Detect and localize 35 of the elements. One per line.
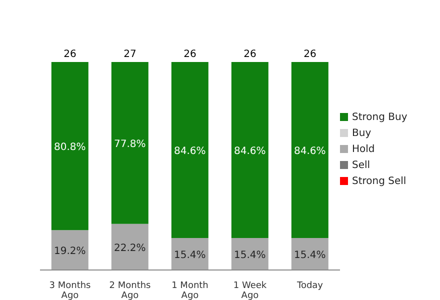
x-tick-label: 3 Months Ago xyxy=(49,281,92,300)
annotation: 26 xyxy=(64,49,76,60)
data-label: 19.2% xyxy=(54,246,86,258)
bar xyxy=(171,62,208,238)
data-label: 22.2% xyxy=(114,242,146,254)
data-label: 80.8% xyxy=(54,142,86,154)
annotation: 27 xyxy=(124,49,136,60)
data-label: 15.4% xyxy=(294,250,326,261)
bar xyxy=(111,62,148,224)
annotation: 26 xyxy=(304,49,316,60)
x-tick-label: 1 Week Ago xyxy=(233,281,268,300)
x-tick-label: 2 Months Ago xyxy=(109,281,152,300)
bar xyxy=(291,62,328,238)
bar xyxy=(51,230,88,270)
bar xyxy=(111,224,148,270)
legend-label: Hold xyxy=(352,144,375,155)
bar xyxy=(231,62,268,238)
legend-label: Buy xyxy=(352,128,372,139)
data-label: 84.6% xyxy=(294,146,326,157)
bar xyxy=(291,238,328,270)
data-label: 77.8% xyxy=(114,138,146,150)
legend-label: Sell xyxy=(352,160,370,171)
bar xyxy=(171,238,208,270)
x-tick-label: Today xyxy=(296,281,324,291)
annotation: 26 xyxy=(244,49,256,60)
annotation: 26 xyxy=(184,49,196,60)
data-label: 15.4% xyxy=(174,250,206,261)
data-label: 84.6% xyxy=(174,146,206,157)
bar xyxy=(231,238,268,270)
bar xyxy=(51,62,88,230)
data-label: 84.6% xyxy=(234,146,266,157)
legend-label: Strong Buy xyxy=(352,112,408,123)
data-label: 15.4% xyxy=(234,250,266,261)
legend-label: Strong Sell xyxy=(352,176,406,187)
x-tick-label: 1 Month Ago xyxy=(172,281,208,300)
